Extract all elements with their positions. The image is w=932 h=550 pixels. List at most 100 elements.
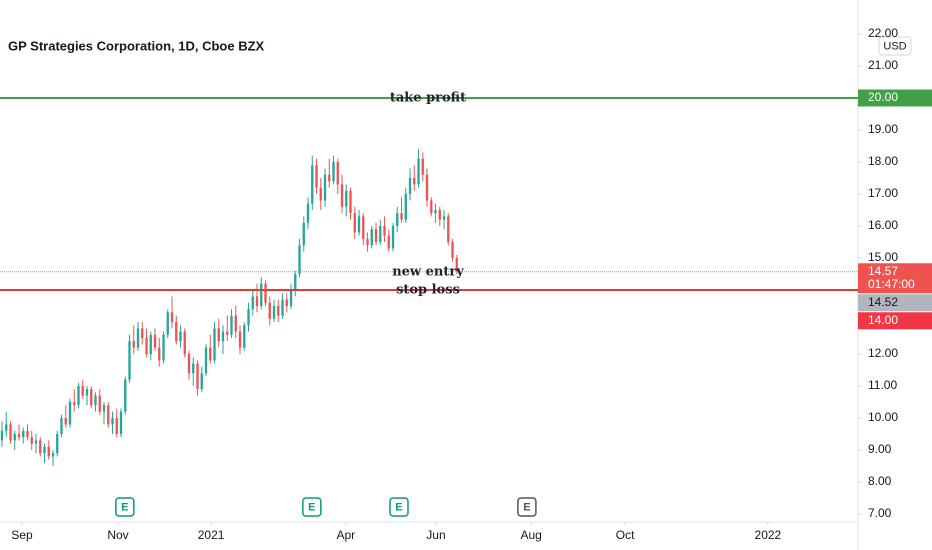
candle-body (119, 411, 123, 434)
candle-body (302, 222, 305, 246)
candle-body (51, 453, 55, 457)
candle-body (289, 290, 293, 306)
candle-body (128, 341, 131, 380)
price-badge (858, 294, 932, 312)
y-tick-label: 21.00 (868, 58, 898, 72)
candle-body (102, 405, 106, 412)
x-tick-label: Jun (426, 528, 445, 542)
candle-body (255, 296, 259, 306)
candle-body (425, 174, 429, 201)
x-tick-label: Sep (11, 528, 33, 542)
candle-body (442, 216, 446, 220)
level-label: take profit (390, 91, 466, 106)
candle-body (413, 178, 416, 185)
candle-body (362, 216, 365, 239)
candle-body (5, 424, 8, 431)
candle-body (396, 213, 399, 226)
candle-body (345, 190, 348, 207)
price-badge (858, 89, 932, 107)
y-tick-label: 17.00 (868, 186, 898, 200)
earnings-label: E (523, 501, 530, 513)
candle-body (264, 283, 267, 303)
candle-body (9, 424, 12, 441)
candle-body (141, 328, 144, 338)
candle-body (323, 174, 327, 201)
candle-body (47, 446, 50, 457)
candle-body (85, 389, 89, 396)
candle-body (196, 363, 199, 390)
candle-body (370, 229, 373, 246)
candle-body (107, 405, 110, 425)
candle-body (353, 213, 356, 233)
earnings-marker (389, 497, 409, 517)
candle-body (162, 334, 165, 361)
candle-body (187, 354, 191, 374)
candle-body (17, 434, 21, 438)
candle-body (391, 226, 395, 249)
x-tick-label: Nov (107, 528, 128, 542)
candle-body (230, 315, 233, 335)
candle-body (200, 373, 203, 390)
candle-body (192, 363, 195, 374)
candle-body (451, 242, 454, 258)
candle-body (272, 306, 276, 319)
candle-body (166, 312, 169, 335)
candle-body (13, 434, 16, 441)
candle-body (43, 446, 46, 454)
candle-body (98, 395, 101, 412)
candle-body (158, 347, 161, 361)
x-tick-label: 2021 (198, 528, 225, 542)
candle-body (132, 341, 135, 348)
price-badge (858, 263, 932, 294)
candle-body (328, 174, 331, 182)
candle-body (417, 158, 420, 185)
candle-body (400, 213, 403, 220)
candle-body (64, 418, 67, 425)
earnings-marker (302, 497, 322, 517)
level-label: new entry (392, 264, 464, 279)
y-tick-label: 18.00 (868, 154, 898, 168)
candle-body (243, 325, 246, 348)
candle-body (60, 418, 63, 434)
currency-label[interactable]: USD (883, 40, 906, 52)
candle-body (234, 315, 237, 332)
level-label: stop loss (396, 283, 460, 298)
candle-body (379, 226, 382, 242)
chart-title: GP Strategies Corporation, 1D, Cboe BZX (8, 38, 265, 53)
candle-body (30, 437, 33, 444)
candle-body (387, 235, 390, 249)
candle-body (455, 258, 458, 272)
candle-body (281, 299, 284, 316)
price-badge-label: 14.52 (868, 295, 898, 309)
candle-body (319, 187, 322, 201)
x-tick-label: Apr (336, 528, 355, 542)
earnings-marker (115, 497, 135, 517)
candle-body (294, 274, 297, 290)
candle-body (366, 238, 369, 246)
candle-body (90, 389, 93, 406)
earnings-label: E (395, 501, 402, 513)
candle-body (153, 334, 157, 348)
candle-body (268, 302, 271, 319)
x-tick-label: 2022 (755, 528, 782, 542)
candle-body (260, 283, 263, 306)
candle-body (408, 178, 412, 194)
price-badge-label: 20.00 (868, 90, 898, 104)
candle-body (39, 440, 42, 454)
y-tick-label: 10.00 (868, 410, 898, 424)
candle-body (298, 245, 301, 274)
y-tick-label: 16.00 (868, 218, 898, 232)
price-badge-label: 14.57 (868, 264, 898, 278)
candle-body (311, 165, 314, 204)
currency-button[interactable] (878, 36, 912, 56)
earnings-label: E (308, 501, 315, 513)
candle-body (68, 402, 72, 425)
candle-body (434, 210, 437, 214)
candle-body (149, 334, 152, 354)
candle-body (383, 226, 386, 236)
candle-body (56, 434, 59, 454)
candle-body (73, 402, 76, 406)
candle-body (22, 430, 25, 438)
candle-body (238, 331, 242, 348)
